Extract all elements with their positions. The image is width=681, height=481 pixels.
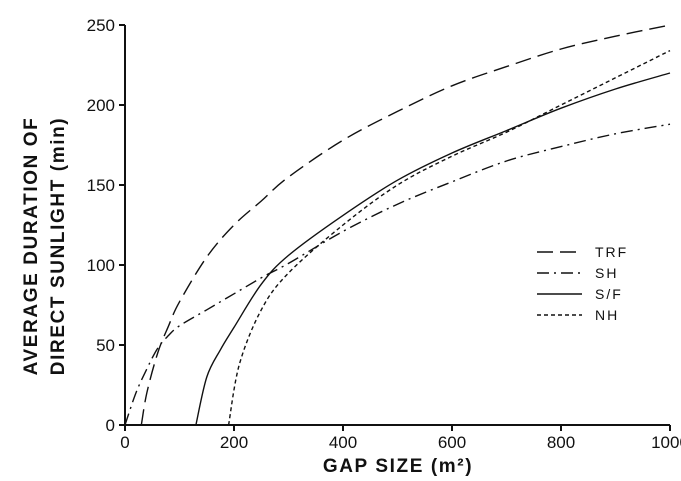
y-axis-title-line-1: AVERAGE DURATION OF: [21, 117, 42, 376]
y-tick-label: 200: [87, 96, 115, 115]
x-tick-label: 1000: [651, 433, 681, 452]
series-line-nh: [227, 49, 671, 426]
legend-label-nh: NH: [595, 307, 619, 323]
y-tick-label: 150: [87, 176, 115, 195]
x-tick-label: 400: [329, 433, 357, 452]
legend: TRF SH S/F NH: [537, 244, 628, 323]
series-line-sh: [124, 123, 671, 426]
y-tick-label: 250: [87, 16, 115, 35]
x-axis-title: GAP SIZE (m²): [323, 456, 473, 477]
x-tick-label: 200: [220, 433, 248, 452]
legend-label-s-f: S/F: [595, 286, 623, 302]
y-tick-label: 50: [96, 336, 115, 355]
y-tick-label: 0: [106, 416, 115, 435]
y-axis-title-line-2: DIRECT SUNLIGHT (min): [48, 117, 69, 375]
axes: 0 50 100 150 200 250 0 200 400 600 800 1000: [87, 16, 681, 452]
series-layer: [124, 24, 671, 426]
series-line-s-f: [195, 72, 671, 426]
x-tick-label: 0: [120, 433, 129, 452]
legend-label-sh: SH: [595, 265, 618, 281]
x-tick-label: 800: [547, 433, 575, 452]
series-line-trf: [140, 24, 671, 426]
x-tick-label: 600: [438, 433, 466, 452]
legend-label-trf: TRF: [595, 244, 628, 260]
y-tick-label: 100: [87, 256, 115, 275]
